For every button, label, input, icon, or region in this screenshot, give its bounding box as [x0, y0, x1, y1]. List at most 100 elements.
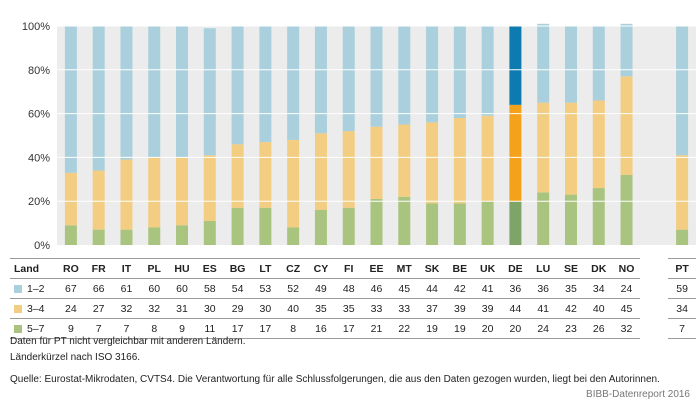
bar-sk-3-4 — [426, 122, 439, 204]
table-row-1-2: 1–2 67 66 61 60 60 58 54 53 52 49 48 46 45 44 42 41 36 36 3… — [10, 278, 696, 299]
bar-be-3-4 — [453, 117, 466, 204]
data-label: 39 — [473, 298, 502, 319]
data-label: 45 — [390, 278, 419, 299]
country-label-se: SE — [557, 258, 585, 279]
data-label: 42 — [445, 278, 474, 299]
bar-dk-5-7 — [592, 188, 605, 245]
bar-hu-5-7 — [176, 225, 189, 245]
y-tick-label: 60% — [28, 109, 50, 121]
data-label: 19 — [445, 318, 474, 339]
y-tick-label: 40% — [28, 152, 50, 164]
data-label: 41 — [473, 278, 502, 299]
bar-lu-1-2 — [537, 23, 550, 103]
data-label: 29 — [223, 298, 252, 319]
bar-de-1-2 — [509, 26, 522, 105]
data-label: 35 — [557, 278, 585, 299]
bar-bg-5-7 — [231, 207, 244, 245]
data-label: 8 — [279, 318, 308, 339]
bar-fi-5-7 — [342, 207, 355, 245]
bar-se-1-2 — [564, 26, 577, 103]
bar-hu-3-4 — [176, 157, 189, 226]
y-tick-label: 20% — [28, 196, 50, 208]
data-label: 36 — [501, 278, 530, 299]
bar-ro-3-4 — [64, 172, 77, 226]
data-label: 67 — [57, 278, 85, 299]
data-label: 60 — [140, 278, 169, 299]
data-label: 49 — [307, 278, 335, 299]
bar-lt-1-2 — [259, 26, 272, 143]
data-label: 27 — [84, 298, 113, 319]
bar-cy-1-2 — [314, 26, 327, 134]
legend-entry: 3–4 — [10, 298, 57, 319]
data-label: 7 — [84, 318, 113, 339]
bar-mt-5-7 — [398, 196, 411, 245]
country-label-lu: LU — [529, 258, 558, 279]
data-label: 11 — [195, 318, 224, 339]
data-label: 41 — [529, 298, 558, 319]
bar-se-5-7 — [564, 194, 577, 245]
bar-cy-3-4 — [314, 133, 327, 210]
bar-uk-3-4 — [481, 115, 494, 202]
data-label: 30 — [195, 298, 224, 319]
data-label: 37 — [418, 298, 446, 319]
country-label-ro: RO — [57, 258, 85, 279]
table-gap-cell — [640, 259, 668, 279]
table-gap-cell — [640, 319, 668, 339]
table-row-5-7: 5–7 9 7 7 8 9 11 17 17 8 16 17 21 22 19 19 20 20 24 23 26 32 7 — [10, 318, 696, 339]
data-label: 59 — [668, 278, 696, 299]
data-label: 24 — [57, 298, 85, 319]
bar-it-5-7 — [120, 229, 133, 245]
data-table: Land RO FR IT PL HU ES BG LT CZ CY FI EE MT SK BE UK DE LU… — [10, 258, 696, 339]
data-label: 19 — [418, 318, 446, 339]
country-label-bg: BG — [223, 258, 252, 279]
data-label: 61 — [112, 278, 141, 299]
data-label: 44 — [418, 278, 446, 299]
data-label: 32 — [112, 298, 141, 319]
legend-entry: 1–2 — [10, 278, 57, 299]
bar-bg-3-4 — [231, 144, 244, 208]
table-header-row: Land RO FR IT PL HU ES BG LT CZ CY FI EE MT SK BE UK DE LU… — [10, 258, 696, 279]
table-gap-cell — [640, 299, 668, 319]
bar-no-5-7 — [620, 174, 633, 245]
country-label-fi: FI — [334, 258, 363, 279]
bar-ee-3-4 — [370, 126, 383, 200]
bar-pl-3-4 — [148, 157, 161, 228]
country-label-cy: CY — [307, 258, 335, 279]
bar-de-5-7 — [509, 201, 522, 245]
data-label: 39 — [445, 298, 474, 319]
data-label: 20 — [501, 318, 530, 339]
y-axis: 0% 20% 40% 60% 80% 100% — [22, 21, 50, 252]
bar-fr-1-2 — [92, 26, 105, 171]
bar-ee-5-7 — [370, 199, 383, 245]
bar-be-5-7 — [453, 203, 466, 245]
country-label-no: NO — [612, 258, 641, 279]
data-label: 35 — [307, 298, 335, 319]
legend-swatch — [14, 324, 22, 333]
bar-sk-5-7 — [426, 203, 439, 245]
country-label-cz: CZ — [279, 258, 308, 279]
bar-pt-1-2 — [676, 26, 689, 156]
bar-es-3-4 — [203, 155, 216, 221]
bar-pl-1-2 — [148, 26, 161, 158]
bar-bg-1-2 — [231, 26, 244, 145]
data-label: 9 — [168, 318, 196, 339]
bar-cz-3-4 — [287, 139, 300, 228]
bar-mt-3-4 — [398, 124, 411, 197]
country-label-sk: SK — [418, 258, 446, 279]
report-label: BIBB-Datenreport 2016 — [586, 389, 690, 400]
data-label: 24 — [612, 278, 641, 299]
data-label: 53 — [251, 278, 280, 299]
bar-ro-1-2 — [64, 26, 77, 173]
data-label: 7 — [668, 318, 696, 339]
bar-es-5-7 — [203, 220, 216, 245]
data-label: 44 — [501, 298, 530, 319]
data-label: 45 — [612, 298, 641, 319]
data-label: 31 — [168, 298, 196, 319]
legend-label: 5–7 — [27, 322, 45, 335]
data-label: 30 — [251, 298, 280, 319]
country-label-de: DE — [501, 258, 530, 279]
bar-mt-1-2 — [398, 26, 411, 125]
bar-it-1-2 — [120, 26, 133, 160]
data-label: 58 — [195, 278, 224, 299]
country-label-ee: EE — [362, 258, 391, 279]
